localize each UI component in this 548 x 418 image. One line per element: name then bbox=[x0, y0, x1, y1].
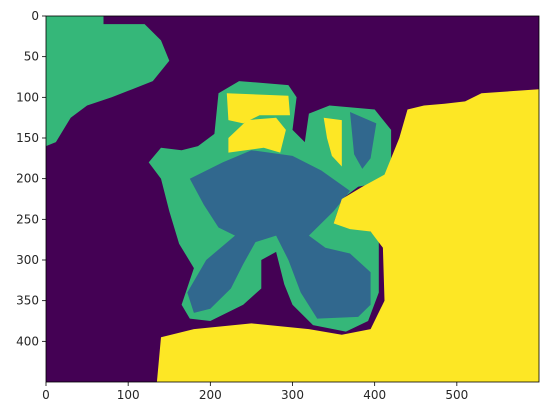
x-tick-label: 0 bbox=[42, 388, 50, 402]
x-tick-label: 500 bbox=[445, 388, 468, 402]
y-tick-label: 300 bbox=[16, 253, 39, 267]
y-tick-label: 50 bbox=[24, 50, 39, 64]
y-tick-label: 250 bbox=[16, 212, 39, 226]
y-tick-label: 0 bbox=[31, 9, 39, 23]
y-tick-label: 150 bbox=[16, 131, 39, 145]
heatmap-region-class-2 bbox=[46, 16, 170, 147]
y-tick-label: 100 bbox=[16, 90, 39, 104]
heatmap-regions bbox=[46, 16, 539, 382]
heatmap-region-class-1 bbox=[187, 150, 371, 319]
heatmap-region-class-3 bbox=[228, 117, 286, 153]
heatmap-region-class-3 bbox=[323, 117, 342, 167]
heatmap-region-class-3 bbox=[156, 89, 539, 382]
x-axis-ticks: 0 100 200 300 400 500 bbox=[42, 382, 468, 402]
x-tick-label: 400 bbox=[363, 388, 386, 402]
x-tick-label: 200 bbox=[199, 388, 222, 402]
x-tick-label: 100 bbox=[117, 388, 140, 402]
y-tick-label: 350 bbox=[16, 294, 39, 308]
y-tick-label: 400 bbox=[16, 334, 39, 348]
x-tick-label: 300 bbox=[281, 388, 304, 402]
y-axis-ticks: 0 50 100 150 200 250 300 350 400 bbox=[16, 9, 46, 348]
heatmap-region-class-3 bbox=[226, 93, 290, 124]
heatmap-region-class-1 bbox=[350, 112, 377, 169]
y-tick-label: 200 bbox=[16, 172, 39, 186]
